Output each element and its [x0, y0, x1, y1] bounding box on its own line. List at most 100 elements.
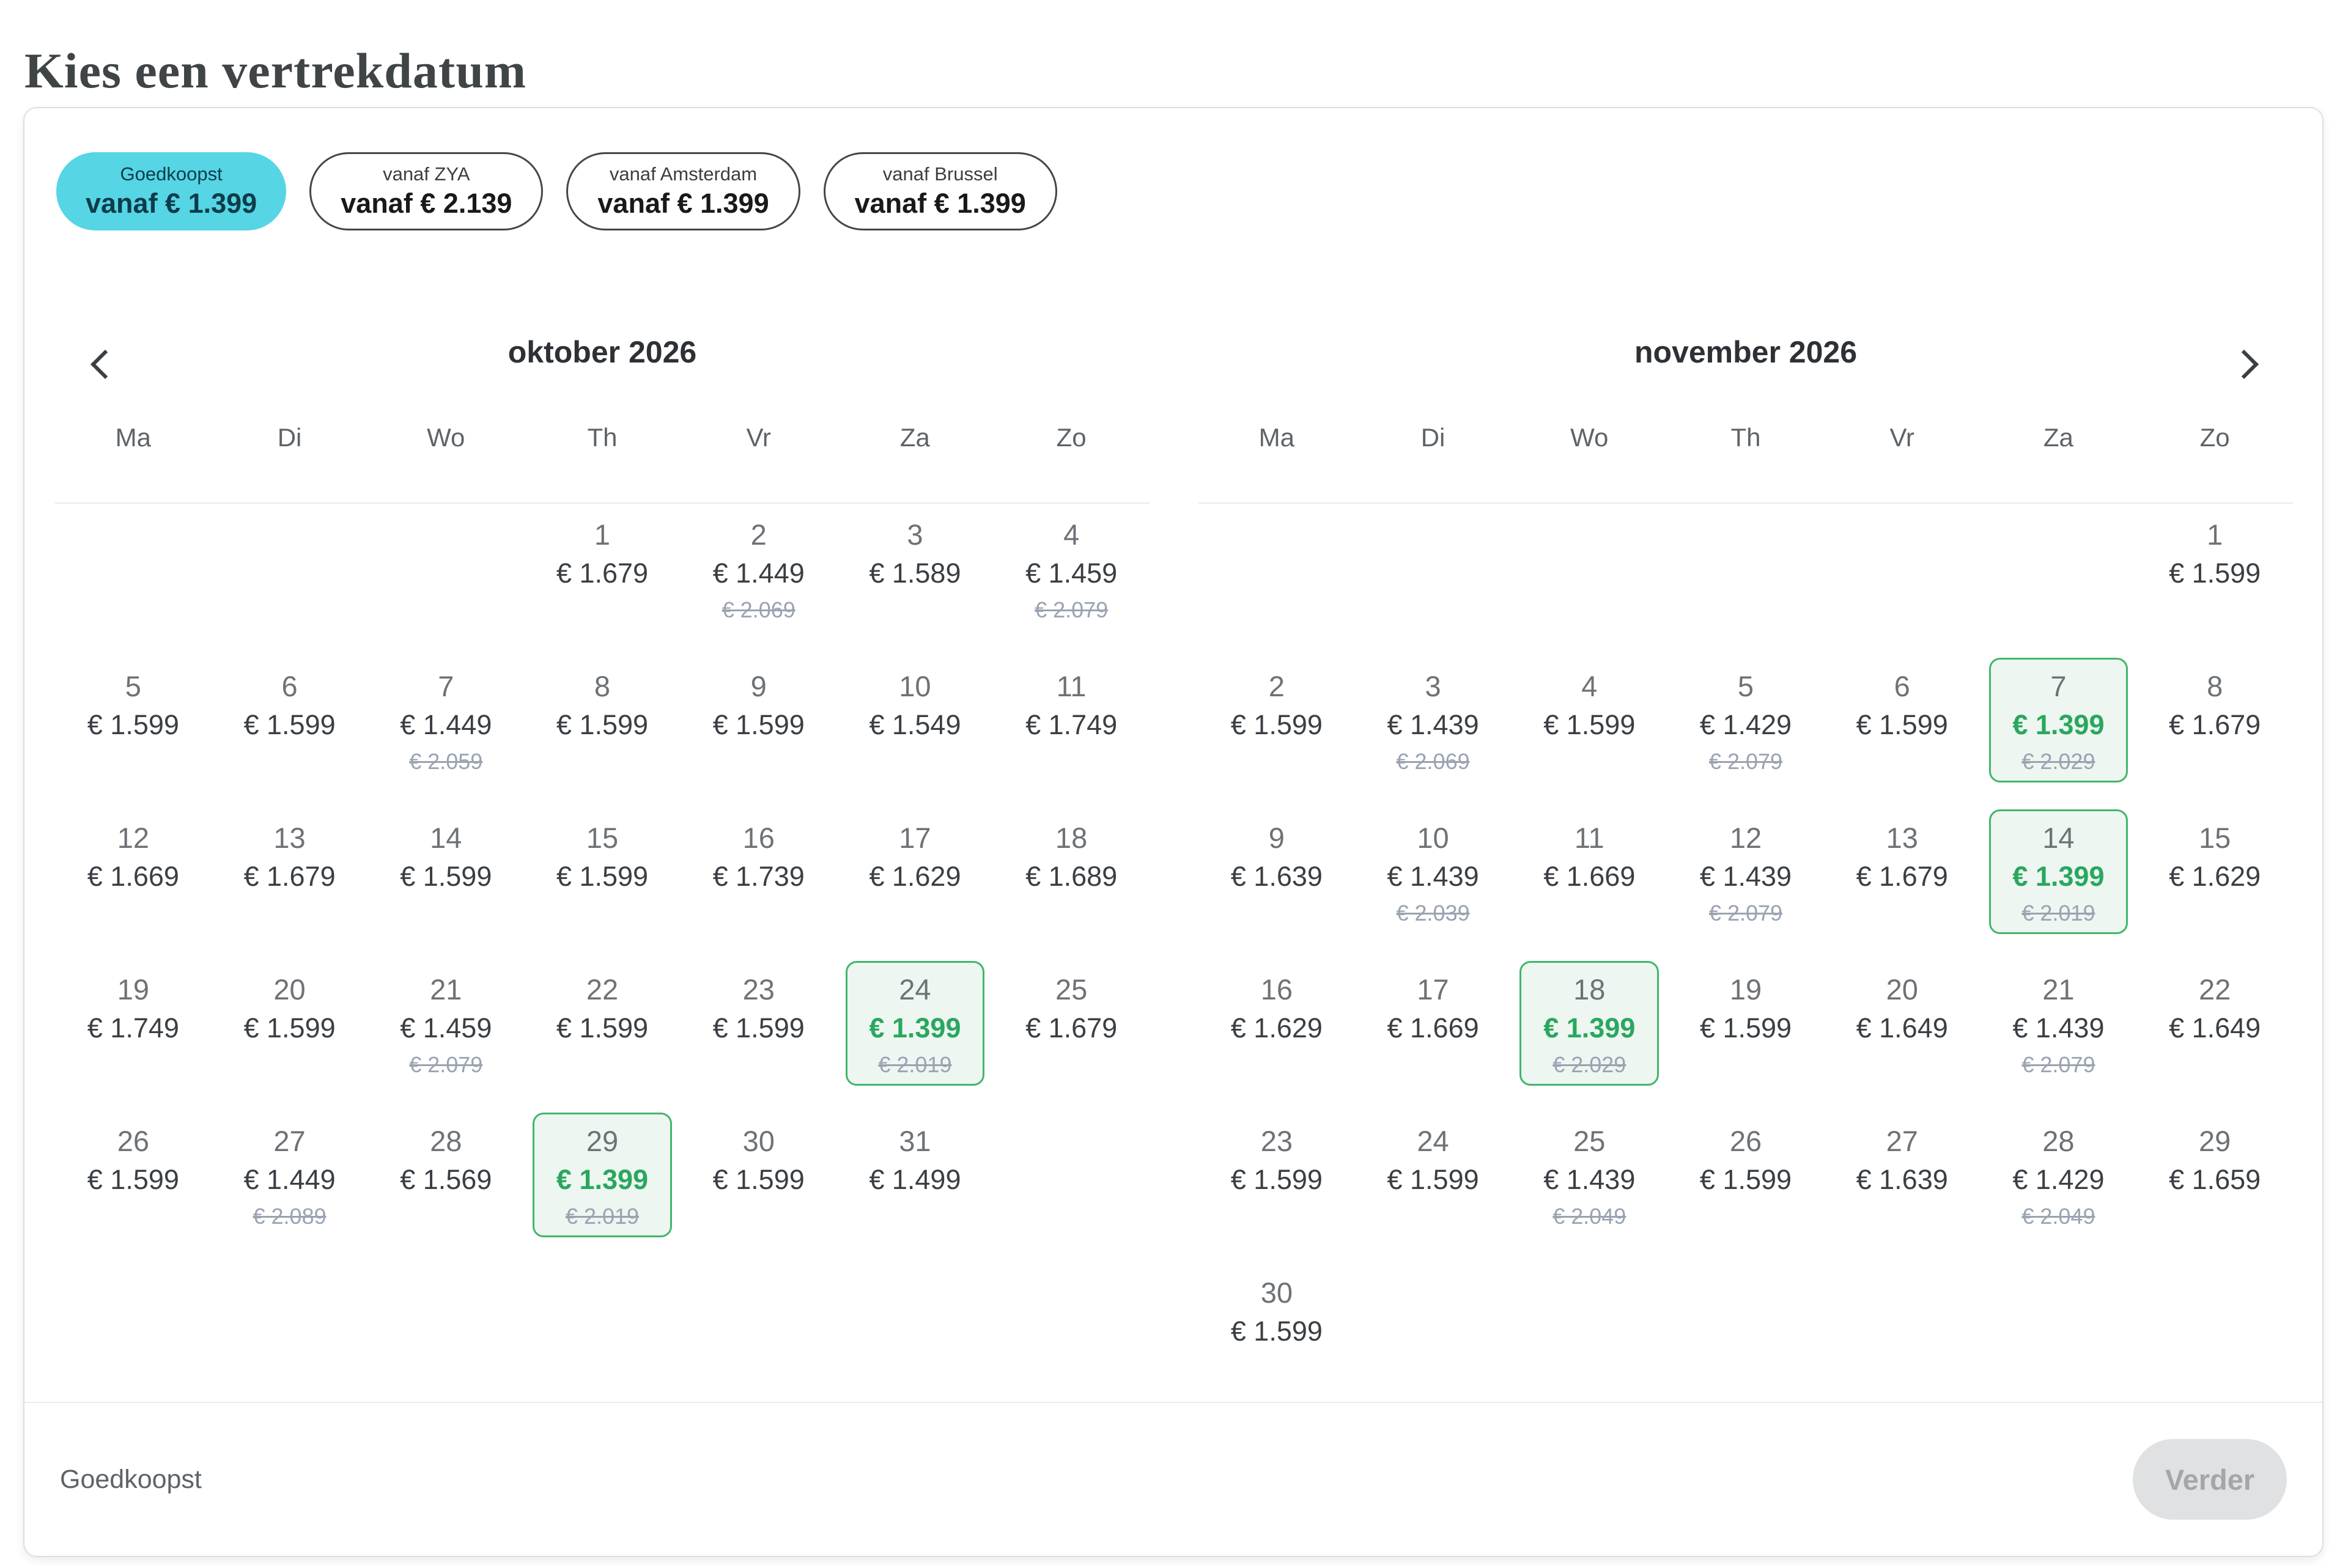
day-cell-oktober-9[interactable]: 9 € 1.599	[689, 658, 829, 782]
day-cell-november-26[interactable]: 26 € 1.599	[1676, 1113, 1815, 1237]
verder-button[interactable]: Verder	[2133, 1439, 2287, 1520]
day-number: 5	[1737, 670, 1754, 702]
day-cell-oktober-1[interactable]: 1 € 1.679	[533, 506, 672, 631]
day-cell-oktober-26[interactable]: 26 € 1.599	[64, 1113, 203, 1237]
day-cell-november-2[interactable]: 2 € 1.599	[1207, 658, 1346, 782]
day-cell-oktober-2[interactable]: 2 € 1.449 € 2.069	[689, 506, 829, 631]
day-cell-november-30[interactable]: 30 € 1.599	[1207, 1264, 1346, 1389]
day-cell-november-18[interactable]: 18 € 1.399 € 2.029	[1519, 961, 1659, 1086]
day-cell-oktober-10[interactable]: 10 € 1.549	[846, 658, 985, 782]
day-cell-oktober-16[interactable]: 16 € 1.739	[689, 809, 829, 934]
day-price: € 1.449	[243, 1164, 336, 1195]
day-cell-november-8[interactable]: 8 € 1.679	[2145, 658, 2284, 782]
day-cell-november-5[interactable]: 5 € 1.429 € 2.079	[1676, 658, 1815, 782]
day-cell-oktober-17[interactable]: 17 € 1.629	[846, 809, 985, 934]
day-number: 7	[2050, 670, 2067, 702]
day-cell-november-10[interactable]: 10 € 1.439 € 2.039	[1364, 809, 1503, 934]
dow-zo: Zo	[1056, 423, 1087, 452]
month-oktober: oktober 2026 Ma Di Wo Th Vr Za Zo 1 € 1.679 2 € 1.4…	[55, 328, 1150, 1405]
day-cell-november-24[interactable]: 24 € 1.599	[1364, 1113, 1503, 1237]
empty-cell	[1364, 506, 1503, 631]
day-price: € 1.669	[87, 861, 179, 892]
day-price: € 1.599	[2169, 558, 2261, 589]
day-cell-november-19[interactable]: 19 € 1.599	[1676, 961, 1815, 1086]
day-cell-november-9[interactable]: 9 € 1.639	[1207, 809, 1346, 934]
day-cell-oktober-31[interactable]: 31 € 1.499	[846, 1113, 985, 1237]
day-cell-oktober-28[interactable]: 28 € 1.569	[376, 1113, 515, 1237]
day-price: € 1.659	[2169, 1164, 2261, 1195]
day-old-price: € 2.059	[409, 749, 483, 774]
day-price: € 1.399	[2012, 709, 2105, 740]
day-price: € 1.599	[1230, 1164, 1323, 1195]
day-cell-oktober-19[interactable]: 19 € 1.749	[64, 961, 203, 1086]
day-number: 4	[1581, 670, 1598, 702]
day-number: 11	[1574, 822, 1604, 854]
empty-cell	[64, 506, 203, 631]
day-cell-oktober-12[interactable]: 12 € 1.669	[64, 809, 203, 934]
day-price: € 1.439	[1543, 1164, 1636, 1195]
day-price: € 1.649	[1856, 1012, 1948, 1043]
week-row: 30 € 1.599	[1198, 1262, 2293, 1407]
empty-cell	[1519, 506, 1659, 631]
day-number: 10	[1417, 822, 1449, 854]
day-cell-oktober-8[interactable]: 8 € 1.599	[533, 658, 672, 782]
day-cell-november-28[interactable]: 28 € 1.429 € 2.049	[1989, 1113, 2128, 1237]
day-cell-november-21[interactable]: 21 € 1.439 € 2.079	[1989, 961, 2128, 1086]
day-cell-oktober-14[interactable]: 14 € 1.599	[376, 809, 515, 934]
day-cell-oktober-22[interactable]: 22 € 1.599	[533, 961, 672, 1086]
day-cell-oktober-6[interactable]: 6 € 1.599	[220, 658, 360, 782]
months: oktober 2026 Ma Di Wo Th Vr Za Zo 1 € 1.679 2 € 1.4…	[55, 328, 2293, 1405]
week-row: 1 € 1.679 2 € 1.449 € 2.069 3 € 1.589 4 € 1.459 €…	[55, 504, 1150, 655]
day-cell-november-23[interactable]: 23 € 1.599	[1207, 1113, 1346, 1237]
dow-di: Di	[1420, 423, 1445, 452]
chip-vanaf-amsterdam[interactable]: vanaf Amsterdam vanaf € 1.399	[566, 152, 800, 230]
day-price: € 1.439	[1699, 861, 1792, 892]
day-cell-november-16[interactable]: 16 € 1.629	[1207, 961, 1346, 1086]
day-cell-november-12[interactable]: 12 € 1.439 € 2.079	[1676, 809, 1815, 934]
day-cell-oktober-25[interactable]: 25 € 1.679	[1002, 961, 1141, 1086]
day-cell-oktober-21[interactable]: 21 € 1.459 € 2.079	[376, 961, 515, 1086]
day-number: 7	[438, 670, 454, 702]
day-cell-oktober-7[interactable]: 7 € 1.449 € 2.059	[376, 658, 515, 782]
day-cell-november-15[interactable]: 15 € 1.629	[2145, 809, 2284, 934]
day-cell-november-22[interactable]: 22 € 1.649	[2145, 961, 2284, 1086]
day-cell-november-4[interactable]: 4 € 1.599	[1519, 658, 1659, 782]
day-cell-oktober-24[interactable]: 24 € 1.399 € 2.019	[845, 961, 985, 1086]
chip-goedkoopst[interactable]: Goedkoopst vanaf € 1.399	[56, 152, 287, 230]
day-cell-november-14[interactable]: 14 € 1.399 € 2.019	[1988, 809, 2128, 934]
day-number: 30	[1260, 1276, 1293, 1309]
day-cell-november-3[interactable]: 3 € 1.439 € 2.069	[1364, 658, 1503, 782]
day-cell-oktober-23[interactable]: 23 € 1.599	[689, 961, 829, 1086]
chip-vanaf-brussel[interactable]: vanaf Brussel vanaf € 1.399	[823, 152, 1057, 230]
day-cell-oktober-5[interactable]: 5 € 1.599	[64, 658, 203, 782]
day-number: 17	[1417, 973, 1449, 1006]
day-cell-oktober-27[interactable]: 27 € 1.449 € 2.089	[220, 1113, 360, 1237]
day-cell-november-25[interactable]: 25 € 1.439 € 2.049	[1519, 1113, 1659, 1237]
day-cell-oktober-20[interactable]: 20 € 1.599	[220, 961, 360, 1086]
day-cell-november-13[interactable]: 13 € 1.679	[1833, 809, 1972, 934]
day-cell-november-6[interactable]: 6 € 1.599	[1833, 658, 1972, 782]
day-cell-november-20[interactable]: 20 € 1.649	[1833, 961, 1972, 1086]
day-cell-oktober-15[interactable]: 15 € 1.599	[533, 809, 672, 934]
day-cell-november-27[interactable]: 27 € 1.639	[1833, 1113, 1972, 1237]
departure-date-picker-card: Goedkoopst vanaf € 1.399 vanaf ZYA vanaf € …	[23, 107, 2324, 1557]
day-cell-oktober-13[interactable]: 13 € 1.679	[220, 809, 360, 934]
day-cell-november-1[interactable]: 1 € 1.599	[2145, 506, 2284, 631]
day-cell-november-29[interactable]: 29 € 1.659	[2145, 1113, 2284, 1237]
day-cell-oktober-11[interactable]: 11 € 1.749	[1002, 658, 1141, 782]
day-cell-oktober-29[interactable]: 29 € 1.399 € 2.019	[533, 1113, 672, 1237]
day-number: 12	[117, 822, 149, 854]
day-cell-oktober-30[interactable]: 30 € 1.599	[689, 1113, 829, 1237]
day-cell-oktober-3[interactable]: 3 € 1.589	[846, 506, 985, 631]
day-cell-november-11[interactable]: 11 € 1.669	[1519, 809, 1659, 934]
day-price: € 1.599	[556, 1012, 649, 1043]
day-number: 19	[117, 973, 149, 1006]
chip-price: vanaf € 1.399	[86, 188, 257, 219]
chip-vanaf-zya[interactable]: vanaf ZYA vanaf € 2.139	[309, 152, 544, 230]
day-cell-oktober-4[interactable]: 4 € 1.459 € 2.079	[1002, 506, 1141, 631]
day-price: € 1.599	[712, 1012, 805, 1043]
day-cell-november-7[interactable]: 7 € 1.399 € 2.029	[1988, 658, 2128, 782]
day-cell-november-17[interactable]: 17 € 1.669	[1364, 961, 1503, 1086]
day-cell-oktober-18[interactable]: 18 € 1.689	[1002, 809, 1141, 934]
day-number: 15	[586, 822, 619, 854]
